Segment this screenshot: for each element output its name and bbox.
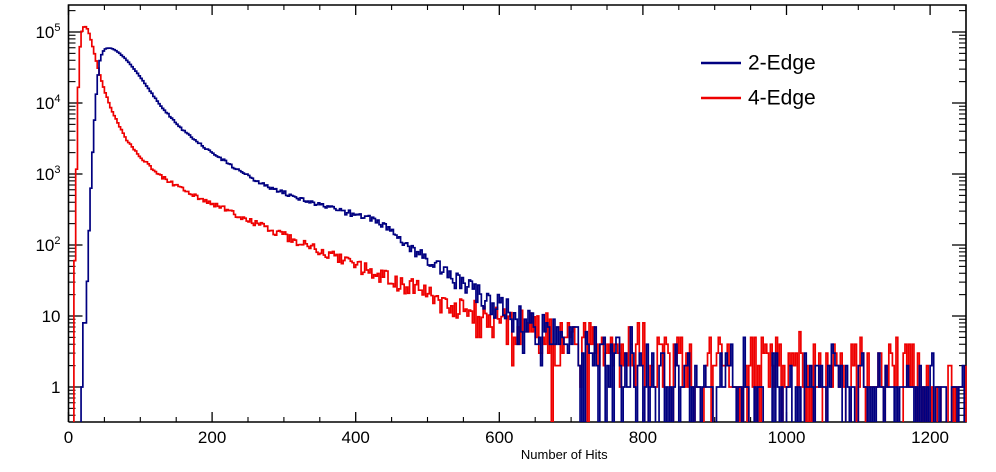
legend-entry[interactable]: 4-Edge [701,87,816,110]
y-tick-label: 102 [35,235,60,255]
y-axis-tick-labels: 1 10 102 103 104 105 [35,22,60,397]
x-tick-label: 800 [629,428,657,447]
x-tick-label: 0 [64,428,73,447]
x-tick-label: 400 [342,428,370,447]
x-axis-tick-labels: 0 200 400 600 800 1000 1200 [64,428,949,447]
x-tick-label: 600 [485,428,513,447]
y-tick-label: 105 [35,22,60,42]
y-tick-label: 103 [35,164,60,184]
x-tick-label: 200 [198,428,226,447]
x-tick-label: 1200 [911,428,949,447]
series-group [73,25,967,422]
legend: 2-Edge 4-Edge [701,52,816,110]
legend-label: 4-Edge [748,87,816,110]
y-tick-label: 1 [51,378,60,397]
series-line-2-edge [80,47,966,422]
legend-label: 2-Edge [748,52,816,75]
svg-text:Number of Hits: Number of Hits [521,447,608,462]
legend-entry[interactable]: 2-Edge [701,52,816,75]
y-tick-label: 104 [35,93,60,113]
y-tick-label: 10 [42,307,61,326]
x-axis-title: Number of Hits [521,447,608,462]
x-axis-ticks [67,5,967,422]
x-tick-label: 1000 [768,428,806,447]
